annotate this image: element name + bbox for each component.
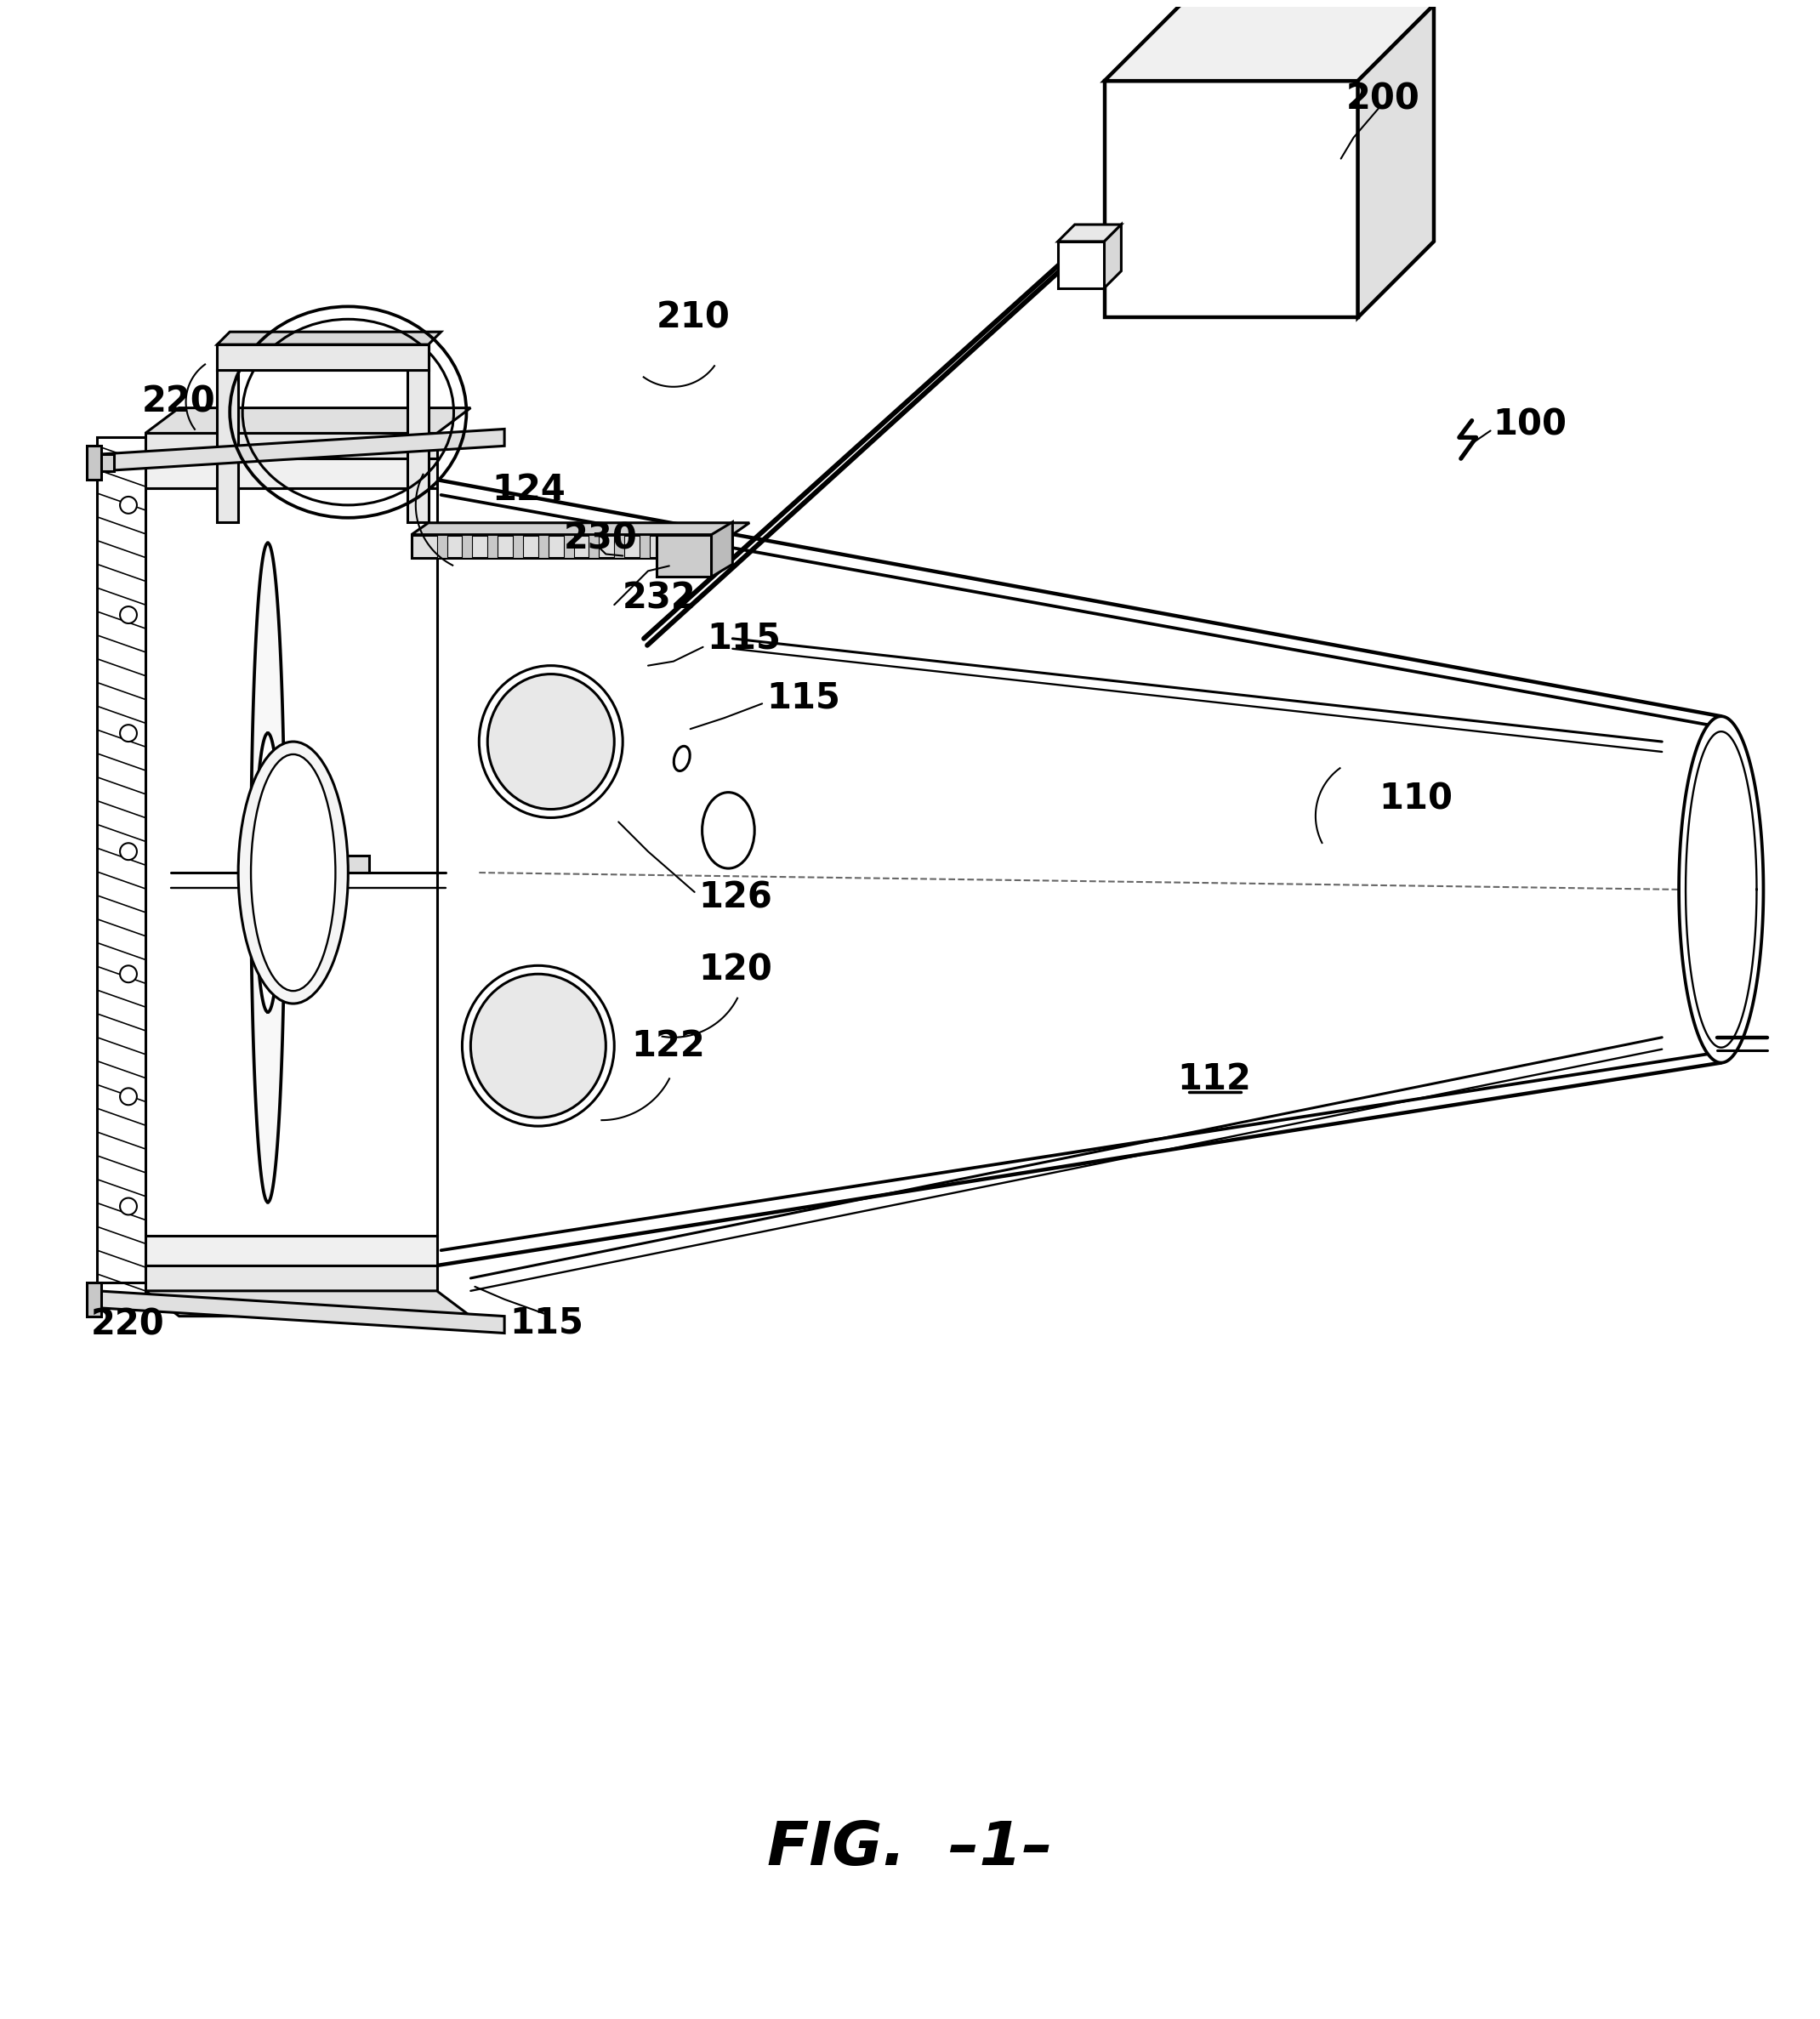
Text: 232: 232 bbox=[622, 579, 697, 616]
Ellipse shape bbox=[462, 965, 615, 1127]
Polygon shape bbox=[657, 535, 712, 577]
Polygon shape bbox=[1678, 717, 1764, 1062]
Polygon shape bbox=[217, 345, 428, 369]
Ellipse shape bbox=[479, 666, 622, 818]
Ellipse shape bbox=[703, 791, 755, 868]
Polygon shape bbox=[1358, 4, 1434, 317]
Polygon shape bbox=[411, 535, 733, 559]
Polygon shape bbox=[309, 856, 369, 872]
Polygon shape bbox=[564, 535, 573, 559]
Polygon shape bbox=[255, 733, 280, 1012]
Polygon shape bbox=[539, 535, 548, 559]
Polygon shape bbox=[1057, 224, 1121, 242]
Circle shape bbox=[120, 725, 136, 741]
Polygon shape bbox=[217, 331, 440, 345]
Text: 210: 210 bbox=[657, 299, 730, 335]
Text: 220: 220 bbox=[142, 384, 215, 420]
Ellipse shape bbox=[471, 973, 606, 1119]
Circle shape bbox=[120, 844, 136, 860]
Polygon shape bbox=[615, 535, 624, 559]
Polygon shape bbox=[146, 1290, 471, 1316]
Text: 115: 115 bbox=[766, 680, 841, 715]
Text: 200: 200 bbox=[1347, 81, 1420, 117]
Text: 100: 100 bbox=[1492, 408, 1567, 442]
Circle shape bbox=[120, 606, 136, 624]
Polygon shape bbox=[1105, 81, 1358, 317]
Text: 120: 120 bbox=[699, 951, 774, 987]
Polygon shape bbox=[146, 408, 471, 434]
Polygon shape bbox=[217, 369, 238, 523]
Ellipse shape bbox=[673, 747, 690, 771]
Polygon shape bbox=[408, 369, 428, 523]
Ellipse shape bbox=[488, 674, 615, 810]
Text: FIG.  –1–: FIG. –1– bbox=[768, 1819, 1052, 1878]
Polygon shape bbox=[146, 489, 437, 1236]
Polygon shape bbox=[513, 535, 522, 559]
Polygon shape bbox=[690, 535, 701, 559]
Polygon shape bbox=[96, 454, 115, 470]
Text: 112: 112 bbox=[1178, 1062, 1250, 1098]
Text: 115: 115 bbox=[510, 1304, 584, 1341]
Circle shape bbox=[120, 965, 136, 983]
Circle shape bbox=[120, 1197, 136, 1215]
Polygon shape bbox=[146, 434, 437, 458]
Text: 126: 126 bbox=[699, 880, 774, 917]
Polygon shape bbox=[1057, 242, 1105, 289]
Polygon shape bbox=[1105, 224, 1121, 289]
Polygon shape bbox=[712, 523, 733, 577]
Polygon shape bbox=[437, 535, 448, 559]
Polygon shape bbox=[664, 535, 675, 559]
Ellipse shape bbox=[238, 741, 348, 1003]
Polygon shape bbox=[96, 1290, 504, 1333]
Ellipse shape bbox=[251, 755, 335, 991]
Text: 115: 115 bbox=[708, 620, 781, 656]
Polygon shape bbox=[488, 535, 497, 559]
Polygon shape bbox=[462, 535, 473, 559]
Polygon shape bbox=[146, 458, 437, 489]
Polygon shape bbox=[87, 446, 102, 481]
Polygon shape bbox=[217, 345, 428, 369]
Polygon shape bbox=[146, 1266, 437, 1290]
Polygon shape bbox=[251, 543, 284, 1201]
Text: 220: 220 bbox=[91, 1306, 166, 1343]
Polygon shape bbox=[411, 523, 750, 535]
Text: 124: 124 bbox=[491, 472, 566, 507]
Circle shape bbox=[120, 497, 136, 513]
Text: 110: 110 bbox=[1380, 781, 1452, 818]
Polygon shape bbox=[639, 535, 650, 559]
Polygon shape bbox=[590, 535, 599, 559]
Circle shape bbox=[120, 1088, 136, 1104]
Text: 230: 230 bbox=[564, 521, 637, 557]
Text: 122: 122 bbox=[632, 1028, 704, 1064]
Polygon shape bbox=[87, 1282, 102, 1316]
Polygon shape bbox=[96, 428, 504, 470]
Polygon shape bbox=[1105, 4, 1434, 81]
Polygon shape bbox=[146, 1236, 437, 1266]
Polygon shape bbox=[96, 438, 146, 1282]
Polygon shape bbox=[437, 481, 1722, 1266]
